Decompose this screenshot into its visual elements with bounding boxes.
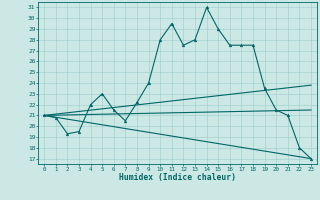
X-axis label: Humidex (Indice chaleur): Humidex (Indice chaleur) <box>119 173 236 182</box>
